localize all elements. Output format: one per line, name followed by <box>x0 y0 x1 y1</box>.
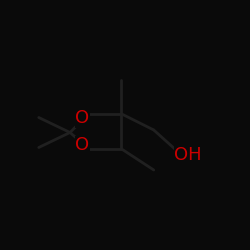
Text: OH: OH <box>174 146 202 164</box>
Text: O: O <box>76 136 90 154</box>
Text: O: O <box>76 109 90 127</box>
